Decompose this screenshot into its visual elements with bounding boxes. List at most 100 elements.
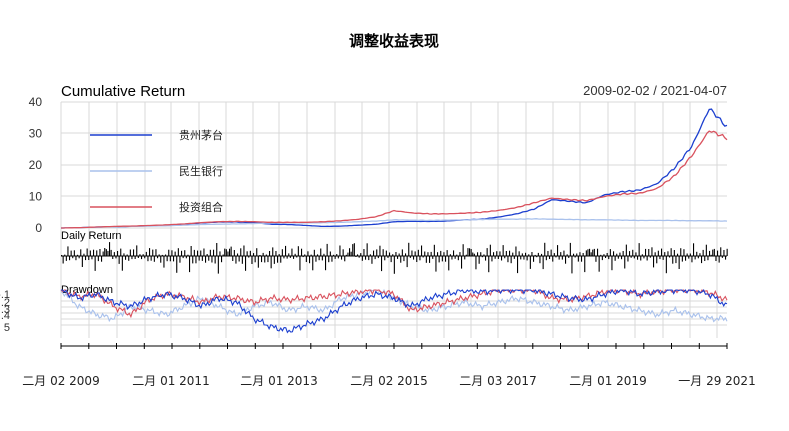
daily-return-bar	[505, 251, 507, 256]
daily-return-bar	[584, 256, 586, 273]
daily-return-bar	[169, 256, 171, 262]
daily-return-bar	[165, 254, 167, 256]
daily-return-bar	[325, 256, 327, 271]
daily-return-bar	[161, 254, 163, 256]
daily-return-bar	[288, 253, 290, 256]
x-tick-label: 二月 02 2009	[22, 374, 99, 388]
daily-return-bar	[86, 248, 88, 256]
daily-return-bar	[579, 252, 581, 256]
daily-return-bar	[93, 249, 95, 256]
daily-return-bar	[225, 249, 227, 256]
daily-return-bar	[691, 256, 693, 263]
daily-return-bar	[630, 256, 632, 258]
daily-return-bar	[209, 249, 211, 256]
daily-return-bar	[70, 250, 72, 256]
daily-return-bar	[419, 256, 421, 261]
daily-return-bar	[438, 256, 440, 263]
daily-return-bar	[283, 256, 285, 259]
daily-return-bar	[193, 249, 195, 256]
daily-return-bar	[485, 256, 487, 261]
daily-return-bar	[353, 243, 355, 256]
daily-return-bar	[174, 251, 176, 256]
daily-return-bar	[462, 244, 464, 256]
daily-return-bar	[646, 256, 648, 261]
daily-return-bar	[433, 244, 435, 256]
daily-return-bar	[221, 256, 223, 263]
daily-return-bar	[197, 250, 199, 256]
daily-return-bar	[723, 250, 725, 256]
daily-return-bar	[491, 256, 493, 262]
daily-return-bar	[605, 256, 607, 258]
daily-return-bar	[309, 256, 311, 264]
daily-return-bar	[285, 245, 287, 256]
daily-return-bar	[667, 251, 669, 256]
daily-return-bar	[429, 256, 431, 263]
daily-return-bar	[478, 256, 480, 264]
daily-return-bar	[725, 256, 727, 260]
daily-return-bar	[233, 250, 235, 256]
drawdown-line-1	[61, 288, 728, 334]
daily-return-bar	[321, 256, 323, 261]
daily-return-bar	[280, 256, 282, 263]
daily-return-bar	[512, 252, 514, 256]
cumulative-return-title: Cumulative Return	[61, 83, 185, 100]
daily-return-bar	[401, 249, 403, 256]
daily-return-bar	[341, 256, 343, 260]
daily-return-bar	[286, 256, 288, 259]
daily-return-bar	[201, 256, 203, 261]
daily-return-bar	[627, 256, 629, 262]
daily-return-bar	[486, 248, 488, 256]
daily-return-bar	[222, 254, 224, 256]
daily-return-bar	[464, 256, 466, 260]
daily-return-bar	[243, 245, 245, 256]
daily-return-bar	[163, 256, 165, 268]
daily-return-bar	[662, 256, 664, 260]
daily-return-bar	[176, 256, 178, 273]
daily-return-bar	[273, 256, 275, 264]
daily-return-bar	[360, 253, 362, 256]
daily-return-bar	[310, 254, 312, 256]
x-axis: 二月 02 2009 二月 01 2011 二月 01 2013 二月 02 2015…	[22, 343, 756, 388]
daily-return-bar	[453, 250, 455, 256]
daily-return-bar	[435, 256, 437, 272]
cumulative-return-panel	[61, 108, 728, 229]
daily-return-bar	[329, 251, 331, 256]
daily-return-bar	[168, 249, 170, 256]
daily-return-bar	[61, 255, 63, 256]
daily-return-bar	[149, 248, 151, 256]
daily-return-bar	[133, 249, 135, 256]
daily-return-bar	[641, 254, 643, 256]
daily-return-bar	[648, 249, 650, 256]
daily-return-bar	[525, 252, 527, 256]
daily-return-bar	[672, 256, 674, 264]
daily-return-bar	[89, 250, 91, 256]
daily-return-bar	[494, 256, 496, 259]
daily-return-bar	[80, 249, 82, 256]
daily-return-bar	[190, 246, 192, 256]
daily-return-bar	[342, 249, 344, 256]
daily-return-bar	[257, 256, 259, 268]
daily-return-bar	[349, 248, 351, 256]
daily-return-bar	[352, 244, 354, 256]
daily-return-bar	[569, 242, 571, 256]
daily-return-bar	[126, 254, 128, 256]
drawdown-y-tick: 5	[4, 322, 10, 334]
daily-return-bar	[200, 250, 202, 256]
daily-return-bar	[301, 248, 303, 256]
daily-return-bar	[528, 254, 530, 256]
daily-return-bar	[187, 254, 189, 256]
daily-return-bar	[488, 256, 490, 273]
daily-return-bar	[451, 256, 453, 260]
daily-return-bar	[713, 248, 715, 256]
daily-return-bar	[206, 254, 208, 256]
daily-return-bar	[643, 256, 645, 259]
daily-return-bar	[661, 248, 663, 256]
daily-return-bar	[697, 256, 699, 259]
daily-return-bar	[128, 256, 130, 261]
daily-return-bar	[625, 244, 627, 256]
daily-return-bar	[192, 256, 194, 264]
daily-return-bar	[134, 256, 136, 259]
drawdown-panel: -.1.2.3.45	[0, 288, 728, 334]
daily-return-bar	[344, 256, 346, 262]
y-tick-label: 40	[29, 95, 43, 109]
